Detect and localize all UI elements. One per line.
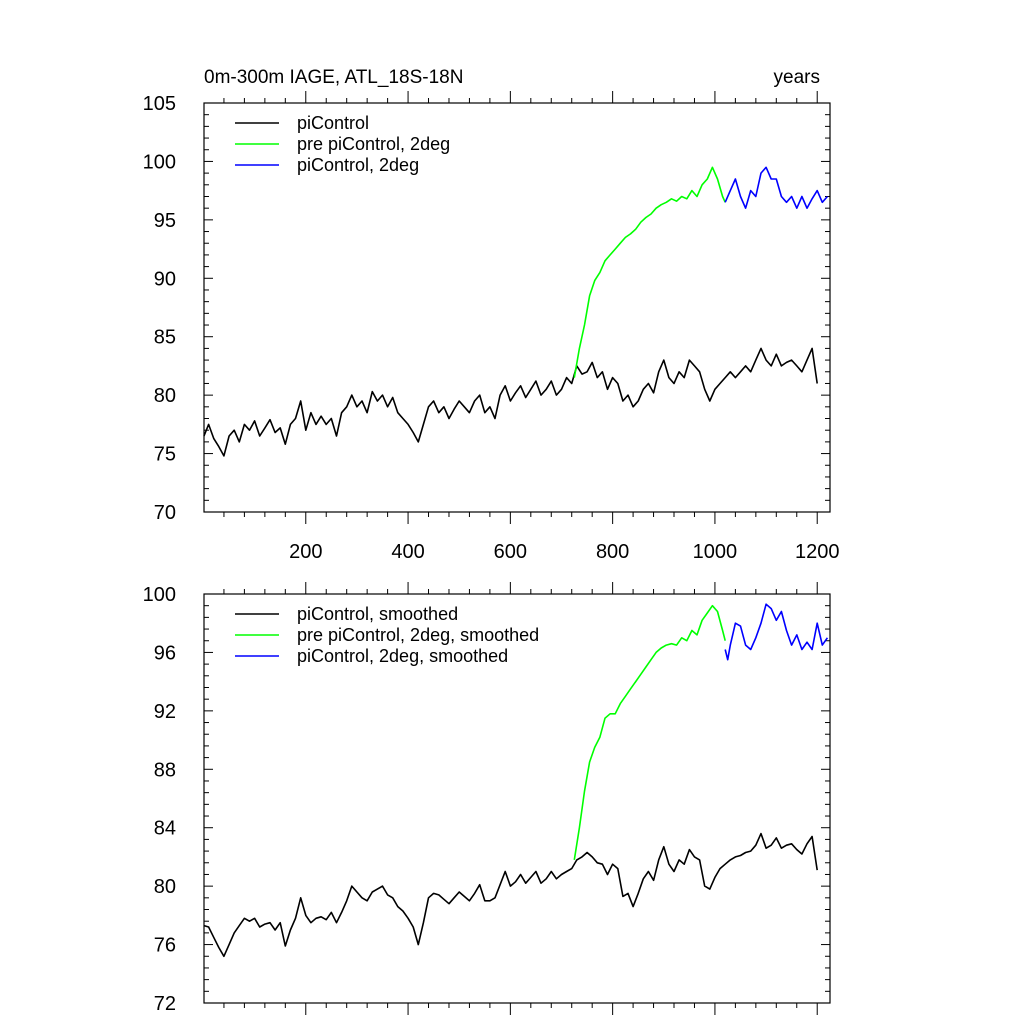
legend-label: piControl, smoothed bbox=[297, 604, 458, 624]
plot-frame bbox=[203, 102, 831, 513]
y-tick-label: 95 bbox=[154, 210, 176, 232]
x-tick-label: 800 bbox=[596, 541, 629, 563]
y-tick-label: 70 bbox=[154, 502, 176, 524]
y-tick-label: 80 bbox=[154, 876, 176, 898]
x-tick-label: 1200 bbox=[795, 541, 840, 563]
x-tick-label: 200 bbox=[289, 541, 322, 563]
legend-label: piControl, 2deg, smoothed bbox=[297, 646, 508, 666]
legend-label: piControl, 2deg bbox=[297, 155, 419, 175]
y-tick-label: 100 bbox=[143, 151, 176, 173]
y-tick-label: 75 bbox=[154, 444, 176, 466]
y-tick-label: 80 bbox=[154, 385, 176, 407]
y-tick-label: 84 bbox=[154, 818, 176, 840]
y-tick-label: 88 bbox=[154, 759, 176, 781]
legend-label: pre piControl, 2deg, smoothed bbox=[297, 625, 539, 645]
x-tick-label: 400 bbox=[391, 541, 424, 563]
x-tick-label: 600 bbox=[494, 541, 527, 563]
series-line bbox=[573, 604, 726, 861]
top-panel: 70 75 80 85 90 95 100 105 200 400 600 800 1000 1200 pi… bbox=[143, 91, 840, 563]
series-line bbox=[724, 166, 829, 209]
plot-frame bbox=[203, 593, 831, 1004]
legend-label: pre piControl, 2deg bbox=[297, 134, 450, 154]
y-tick-label: 76 bbox=[154, 935, 176, 957]
series-line bbox=[724, 603, 829, 661]
units-label: years bbox=[774, 67, 820, 88]
y-tick-label: 85 bbox=[154, 327, 176, 349]
series-line bbox=[203, 832, 818, 958]
bottom-panel: 72 76 80 84 88 92 96 100 piControl, smoothedpre … bbox=[143, 582, 831, 1015]
y-tick-label: 90 bbox=[154, 268, 176, 290]
x-tick-label: 1000 bbox=[693, 541, 738, 563]
y-tick-label: 72 bbox=[154, 993, 176, 1015]
series-line bbox=[573, 166, 726, 378]
y-tick-label: 96 bbox=[154, 642, 176, 664]
series-line bbox=[203, 347, 818, 457]
figure-title: 0m-300m IAGE, ATL_18S-18N bbox=[204, 67, 463, 88]
y-tick-label: 100 bbox=[143, 584, 176, 606]
legend-label: piControl bbox=[297, 113, 369, 133]
y-tick-label: 105 bbox=[143, 93, 176, 115]
y-tick-label: 92 bbox=[154, 701, 176, 723]
